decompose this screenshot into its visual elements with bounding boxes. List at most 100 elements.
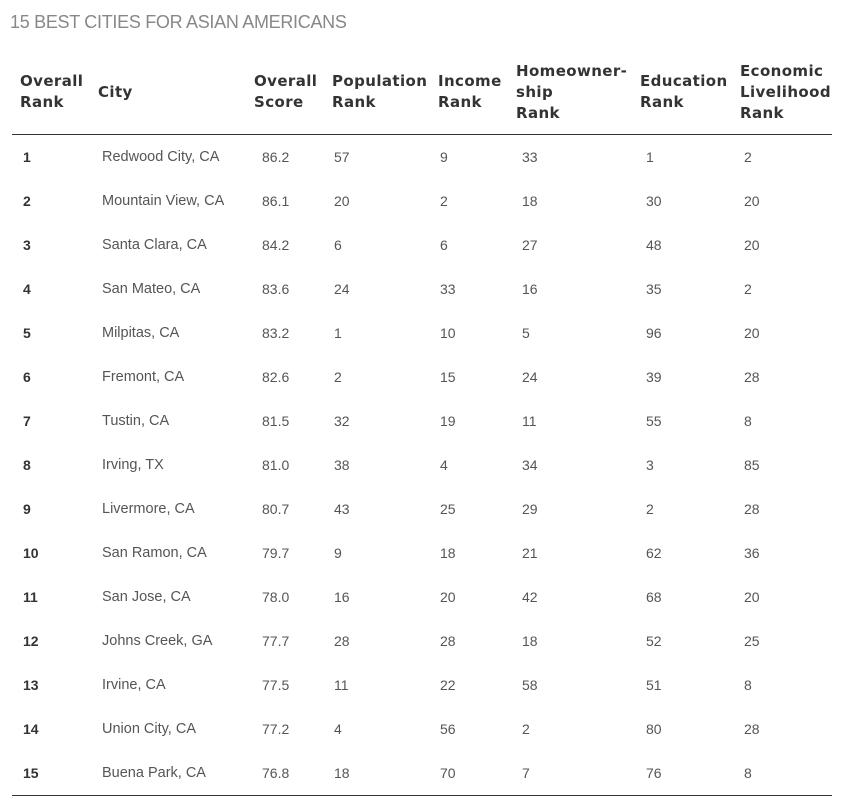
education-rank-cell: 48 — [646, 237, 662, 253]
population-rank-cell: 28 — [334, 633, 350, 649]
overall-score-cell: 81.5 — [262, 413, 290, 429]
education-rank-cell: 35 — [646, 281, 662, 297]
economic-livelihood-rank-cell: 20 — [744, 237, 760, 253]
overall-rank-cell: 4 — [23, 281, 31, 297]
education-rank-cell: 3 — [646, 457, 654, 473]
economic-livelihood-rank-cell: 2 — [744, 281, 752, 297]
header-city: City — [90, 50, 246, 135]
city-cell: Irvine, CA — [102, 677, 166, 693]
homeownership-rank-cell: 21 — [522, 545, 538, 561]
header-economic-livelihood-rank: Economic Livelihood Rank — [732, 50, 832, 135]
overall-score-cell: 81.0 — [262, 457, 290, 473]
homeownership-rank-cell: 16 — [522, 281, 538, 297]
table-title: 15 BEST CITIES FOR ASIAN AMERICANS — [10, 12, 347, 32]
overall-score-cell: 83.6 — [262, 281, 290, 297]
homeownership-rank-cell: 42 — [522, 589, 538, 605]
city-cell: San Mateo, CA — [102, 281, 201, 297]
overall-rank-cell: 11 — [23, 589, 38, 605]
homeownership-rank-cell: 58 — [522, 677, 538, 693]
overall-rank-cell: 3 — [23, 237, 31, 253]
education-rank-cell: 1 — [646, 149, 654, 165]
population-rank-cell: 20 — [334, 193, 350, 209]
overall-rank-cell: 13 — [23, 677, 39, 693]
population-rank-cell: 6 — [334, 237, 342, 253]
header-overall-rank: Overall Rank — [12, 50, 90, 135]
header-line: ship — [516, 82, 554, 101]
overall-rank-cell: 10 — [23, 545, 39, 561]
header-line: Population — [332, 72, 428, 90]
header-line: Score — [254, 93, 304, 111]
overall-score-cell: 83.2 — [262, 325, 290, 341]
city-cell: Irving, TX — [102, 457, 164, 473]
overall-rank-cell: 12 — [23, 633, 39, 649]
homeownership-rank-cell: 34 — [522, 457, 538, 473]
overall-rank-cell: 6 — [23, 369, 31, 385]
population-rank-cell: 1 — [334, 325, 342, 341]
table-row: 13 Irvine, CA 77.5 11 22 58 51 8 — [12, 663, 832, 707]
population-rank-cell: 32 — [334, 413, 350, 429]
income-rank-cell: 25 — [440, 501, 456, 517]
header-overall-score: Overall Score — [246, 50, 324, 135]
header-line: Income — [438, 72, 502, 90]
homeownership-rank-cell: 33 — [522, 149, 538, 165]
table-header: Overall Rank City Overall Score Populati… — [12, 50, 832, 135]
header-line: Education — [640, 72, 728, 90]
overall-score-cell: 84.2 — [262, 237, 290, 253]
homeownership-rank-cell: 27 — [522, 237, 538, 253]
table-body: 1 Redwood City, CA 86.2 57 9 33 1 2 2 Mountain Vi… — [12, 135, 832, 796]
header-line: Rank — [516, 103, 560, 122]
overall-score-cell: 79.7 — [262, 545, 290, 561]
education-rank-cell: 30 — [646, 193, 662, 209]
education-rank-cell: 55 — [646, 413, 662, 429]
income-rank-cell: 9 — [440, 149, 448, 165]
education-rank-cell: 52 — [646, 633, 662, 649]
population-rank-cell: 18 — [324, 751, 430, 796]
overall-score-cell: 76.8 — [246, 751, 324, 796]
header-line: Rank — [20, 93, 64, 111]
income-rank-cell: 28 — [440, 633, 456, 649]
population-rank-cell: 4 — [334, 721, 342, 737]
economic-livelihood-rank-cell: 20 — [744, 589, 760, 605]
header-education-rank: Education Rank — [632, 50, 732, 135]
income-rank-cell: 4 — [440, 457, 448, 473]
income-rank-cell: 6 — [440, 237, 448, 253]
overall-rank-cell: 14 — [23, 721, 39, 737]
education-rank-cell: 51 — [646, 677, 662, 693]
population-rank-cell: 24 — [334, 281, 350, 297]
header-line: Overall — [20, 72, 84, 90]
education-rank-cell: 68 — [646, 589, 662, 605]
income-rank-cell: 18 — [440, 545, 456, 561]
education-rank-cell: 2 — [646, 501, 654, 517]
table-row: 15 Buena Park, CA 76.8 18 70 7 76 8 — [12, 751, 832, 796]
table-row: 8 Irving, TX 81.0 38 4 34 3 85 — [12, 443, 832, 487]
homeownership-rank-cell: 5 — [522, 325, 530, 341]
overall-rank-cell: 5 — [23, 325, 31, 341]
income-rank-cell: 19 — [440, 413, 456, 429]
homeownership-rank-cell: 2 — [522, 721, 530, 737]
city-cell: Redwood City, CA — [102, 149, 220, 165]
income-rank-cell: 15 — [440, 369, 456, 385]
homeownership-rank-cell: 11 — [522, 413, 537, 429]
table-row: 1 Redwood City, CA 86.2 57 9 33 1 2 — [12, 135, 832, 180]
income-rank-cell: 56 — [440, 721, 456, 737]
header-line: Economic — [740, 61, 824, 80]
overall-rank-cell: 9 — [23, 501, 31, 517]
income-rank-cell: 70 — [430, 751, 508, 796]
city-cell: Milpitas, CA — [102, 325, 180, 341]
city-cell: San Ramon, CA — [102, 545, 207, 561]
economic-livelihood-rank-cell: 20 — [744, 193, 760, 209]
overall-rank-cell: 2 — [23, 193, 31, 209]
population-rank-cell: 38 — [334, 457, 350, 473]
economic-livelihood-rank-cell: 20 — [744, 325, 760, 341]
population-rank-cell: 2 — [334, 369, 342, 385]
population-rank-cell: 9 — [334, 545, 342, 561]
homeownership-rank-cell: 29 — [522, 501, 538, 517]
header-line: Homeowner- — [516, 61, 628, 80]
economic-livelihood-rank-cell: 8 — [744, 677, 752, 693]
overall-score-cell: 82.6 — [262, 369, 290, 385]
overall-score-cell: 86.1 — [262, 193, 290, 209]
homeownership-rank-cell: 18 — [522, 633, 538, 649]
economic-livelihood-rank-cell: 28 — [744, 721, 760, 737]
table-row: 4 San Mateo, CA 83.6 24 33 16 35 2 — [12, 267, 832, 311]
population-rank-cell: 11 — [334, 677, 349, 693]
